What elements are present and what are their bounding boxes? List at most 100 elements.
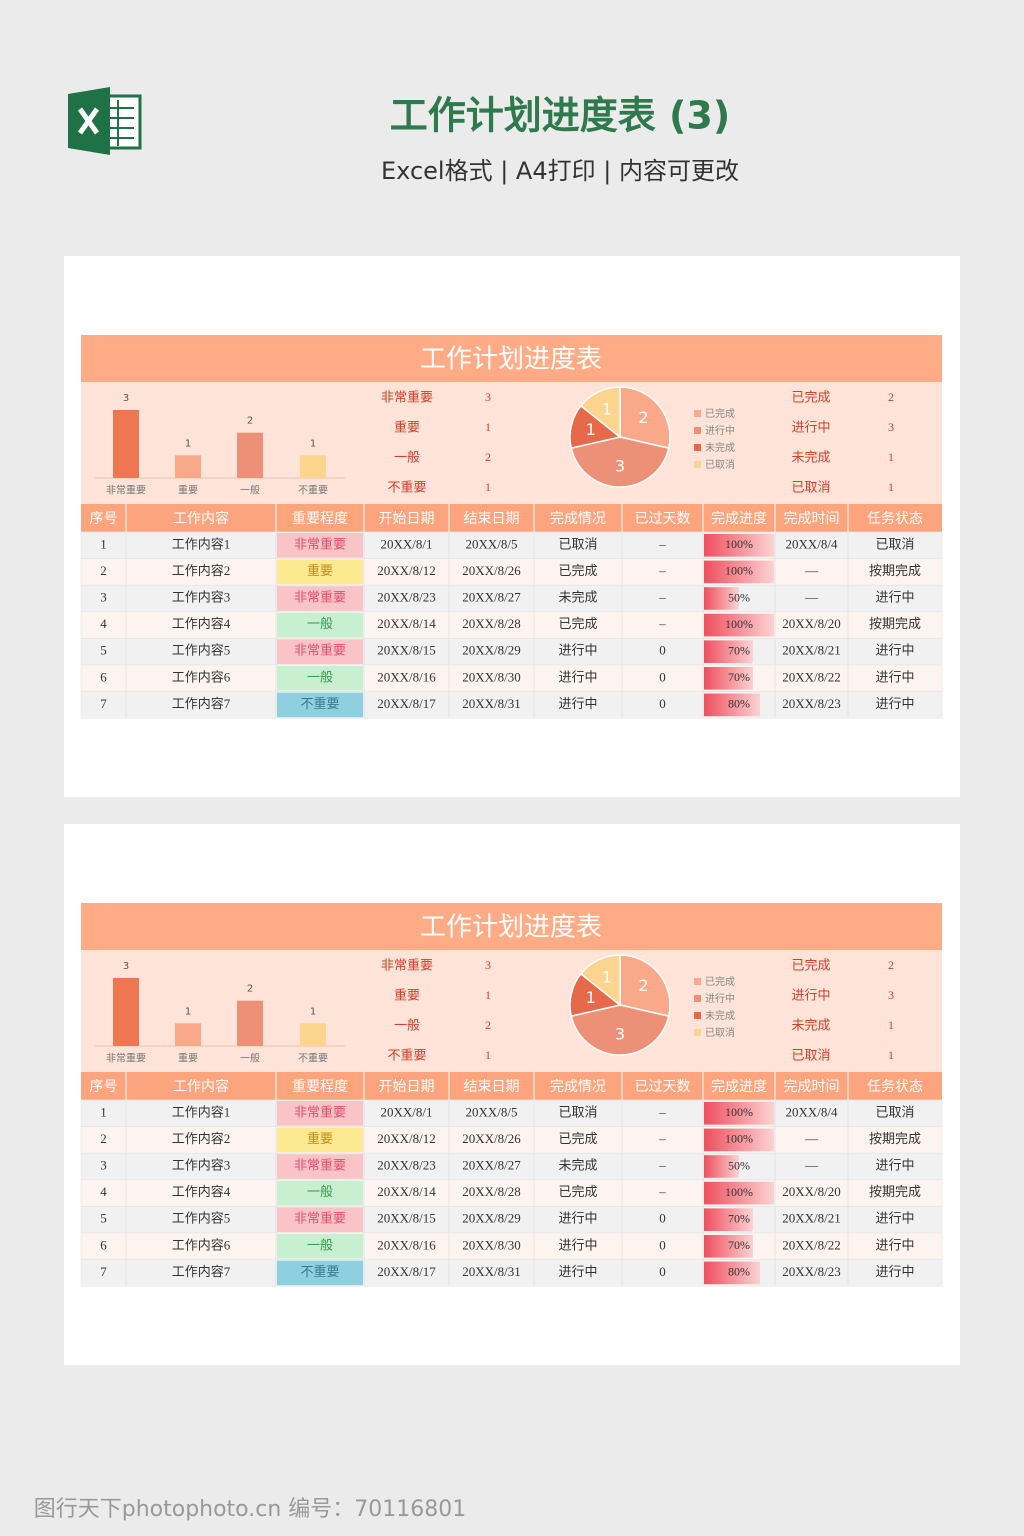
cell-text: 20XX/8/27 (462, 1157, 521, 1172)
bar-value-label: 1 (185, 438, 191, 449)
table-row (80, 584, 943, 613)
cell-text: 20XX/8/17 (377, 696, 436, 711)
cell-text: 工作内容4 (172, 616, 231, 631)
column-header: 任务状态 (867, 1079, 923, 1095)
table-row (80, 1099, 943, 1127)
cell-text: 3 (100, 589, 107, 604)
summary-value: 1 (485, 988, 491, 1002)
cell-text: 20XX/8/22 (782, 669, 841, 684)
cell-text: 20XX/8/1 (381, 1104, 433, 1119)
summary-value: 1 (485, 480, 491, 494)
cell-text: 20XX/8/4 (786, 1104, 839, 1119)
cell-text: – (658, 1157, 666, 1172)
progress-label: 100% (725, 1185, 753, 1199)
importance-cell (277, 559, 363, 585)
table-header (81, 1072, 942, 1100)
cell-text: 20XX/8/23 (782, 696, 841, 711)
progress-bar (704, 693, 760, 717)
progress-bar (704, 1155, 739, 1178)
sheet-title-band (81, 335, 942, 382)
table-row (80, 611, 943, 639)
pie-slice (579, 386, 621, 439)
summary-label: 未完成 (791, 1019, 830, 1034)
progress-bar (704, 640, 753, 663)
column-header: 工作内容 (173, 510, 229, 527)
progress-bar (704, 534, 774, 557)
summary-label: 已取消 (791, 481, 830, 496)
summary-label: 不重要 (387, 1048, 426, 1064)
cell-text: — (804, 563, 819, 578)
pie-slice (619, 954, 671, 1018)
cell-text: 工作内容1 (172, 1104, 231, 1119)
bar-category-label: 重要 (178, 483, 198, 496)
table-row (80, 1232, 943, 1260)
table-row (80, 691, 943, 719)
cell-text: 工作内容7 (172, 696, 231, 711)
cell-text: 重要 (307, 1131, 333, 1146)
legend-swatch (694, 1012, 701, 1019)
progress-label: 50% (728, 1158, 750, 1172)
cell-text: 1 (100, 1104, 107, 1119)
column-header: 完成情况 (550, 1079, 606, 1095)
bar-category-label: 不重要 (298, 483, 328, 496)
summary-label: 进行中 (791, 421, 830, 436)
cell-text: 20XX/8/17 (377, 1264, 436, 1279)
cell-text: 20XX/8/1 (381, 536, 433, 551)
summary-value: 2 (888, 958, 894, 972)
cell-text: 进行中 (875, 589, 914, 604)
column-header: 重要程度 (292, 1079, 348, 1095)
cell-text: 4 (100, 616, 107, 631)
cell-text: 非常重要 (294, 1104, 346, 1119)
bar (300, 1023, 326, 1046)
legend-label: 进行中 (705, 424, 735, 437)
pie-value-label: 1 (602, 399, 612, 418)
cell-text: 20XX/8/23 (377, 1157, 436, 1172)
importance-cell (277, 1127, 363, 1153)
cell-text: 非常重要 (294, 643, 346, 658)
progress-bar (704, 1208, 753, 1231)
cell-text: — (804, 589, 819, 604)
column-header: 已过天数 (635, 511, 691, 527)
legend-swatch (694, 1029, 701, 1036)
progress-bar (704, 1128, 774, 1152)
legend-label: 未完成 (705, 441, 735, 454)
progress-bar (704, 560, 774, 584)
cell-text: 工作内容1 (172, 536, 231, 551)
progress-label: 100% (725, 537, 753, 551)
pie-slice (570, 436, 670, 488)
table-row (80, 1259, 943, 1287)
progress-bar (704, 1102, 774, 1125)
summary-value: 3 (888, 988, 894, 1002)
bar-category-label: 重要 (178, 1051, 198, 1064)
cell-text: 进行中 (875, 696, 914, 711)
cell-text: 已取消 (558, 1104, 597, 1119)
cell-text: 工作内容4 (172, 1184, 231, 1199)
pie-slice (619, 386, 671, 450)
cell-text: 0 (659, 1237, 666, 1252)
cell-text: 进行中 (558, 1237, 597, 1252)
cell-text: – (658, 1104, 666, 1119)
importance-cell (277, 1101, 363, 1126)
cell-text: – (658, 563, 666, 578)
column-header: 完成情况 (550, 511, 606, 527)
cell-text: 按期完成 (869, 1184, 921, 1199)
summary-value: 3 (485, 390, 491, 404)
table-row (80, 664, 943, 692)
pie-value-label: 1 (586, 988, 596, 1007)
sheet-title-band (81, 903, 942, 950)
progress-label: 70% (728, 670, 750, 684)
cell-text: 进行中 (558, 669, 597, 684)
bar-value-label: 1 (310, 1006, 316, 1017)
cell-text: 20XX/8/15 (377, 1211, 436, 1226)
cell-text: 20XX/8/21 (782, 643, 841, 658)
summary-value: 2 (485, 450, 491, 464)
pie-slice (579, 954, 621, 1007)
cell-text: 重要 (307, 563, 333, 578)
column-header: 任务状态 (867, 511, 923, 527)
cell-text: 不重要 (300, 696, 339, 711)
column-header: 序号 (90, 1079, 118, 1095)
cell-text: 20XX/8/14 (377, 1184, 436, 1199)
cell-text: 1 (100, 536, 107, 551)
